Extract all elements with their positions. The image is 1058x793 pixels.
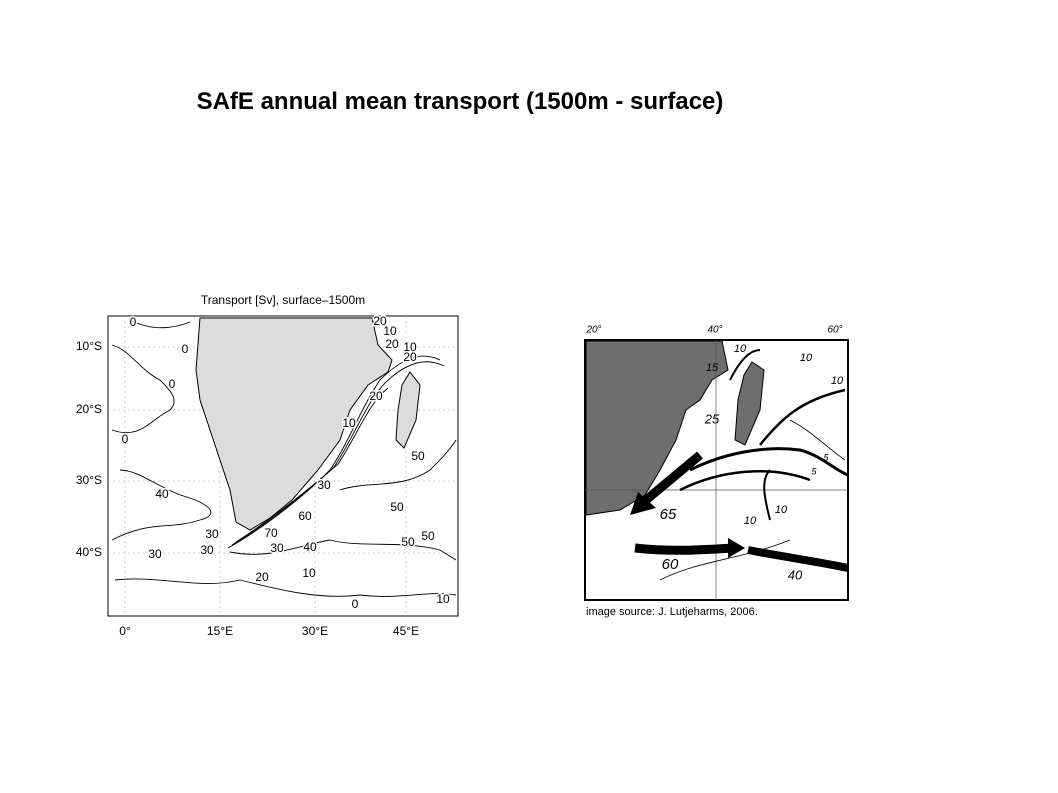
flow-label: 40 [788, 567, 803, 582]
top-label: 20° [585, 325, 601, 336]
flow-label: 10 [831, 375, 844, 387]
contour-label: 10 [342, 416, 356, 430]
right-map [584, 339, 849, 601]
contour-label: 0 [122, 432, 129, 446]
contour-label: 20 [403, 350, 417, 364]
contour-label: 50 [411, 449, 425, 463]
x-label: 30°E [302, 624, 328, 638]
contour-label: 30 [205, 527, 219, 541]
flow-label: 10 [775, 504, 788, 516]
flow-label: 25 [704, 411, 720, 426]
contour-label: 30 [317, 478, 331, 492]
contour-label: 20 [373, 314, 387, 328]
contour-label: 50 [421, 529, 435, 543]
madagascar [734, 361, 765, 446]
x-label: 0° [119, 624, 131, 638]
madagascar [395, 371, 421, 449]
contour-label: 20 [369, 389, 383, 403]
contour-label: 0 [352, 597, 359, 611]
y-label: 30°S [76, 473, 102, 487]
contour-label: 0 [182, 342, 189, 356]
top-label: 40° [707, 325, 722, 336]
contours [111, 319, 457, 597]
africa [585, 340, 729, 516]
contour-label: 70 [264, 526, 278, 540]
contour-label: 30 [200, 543, 214, 557]
x-label: 15°E [207, 624, 233, 638]
contour-label: 10 [436, 592, 450, 606]
flow-arrows [630, 349, 849, 581]
contour-label: 20 [255, 570, 269, 584]
contour-label: 10 [383, 324, 397, 338]
slide-title: SAfE annual mean transport (1500m - surf… [196, 88, 724, 115]
flow-label: 5 [811, 466, 817, 476]
flow-label: 15 [706, 362, 719, 374]
africa [195, 317, 393, 531]
flow-label: 10 [800, 352, 813, 364]
contour-label: 40 [303, 540, 317, 554]
y-label: 10°S [76, 339, 102, 353]
top-label: 60° [827, 325, 842, 336]
caption: image source: J. Lutjeharms, 2006. [586, 606, 758, 618]
contour-label: 50 [401, 535, 415, 549]
left-map-title: Transport [Sv], surface–1500m [201, 293, 365, 307]
contour-label: 0 [169, 377, 176, 391]
contour-label: 20 [385, 337, 399, 351]
contour-label: 10 [302, 566, 316, 580]
flow-label: 5 [823, 452, 829, 462]
x-label: 45°E [393, 624, 419, 638]
contour-label: 40 [155, 487, 169, 501]
flow-label: 10 [744, 515, 757, 527]
left-map [107, 315, 459, 617]
y-label: 40°S [76, 545, 102, 559]
flow-label: 10 [734, 343, 747, 355]
contour-label: 50 [390, 500, 404, 514]
contour-label: 10 [403, 340, 417, 354]
contour-label: 30 [148, 547, 162, 561]
y-label: 20°S [76, 402, 102, 416]
right-map-graticule [585, 340, 848, 600]
contour-label: 0 [130, 315, 137, 329]
contour-label: 30 [270, 541, 284, 555]
contour-label: 60 [298, 509, 312, 523]
flow-label: 65 [660, 506, 677, 523]
flow-label: 60 [662, 556, 679, 573]
